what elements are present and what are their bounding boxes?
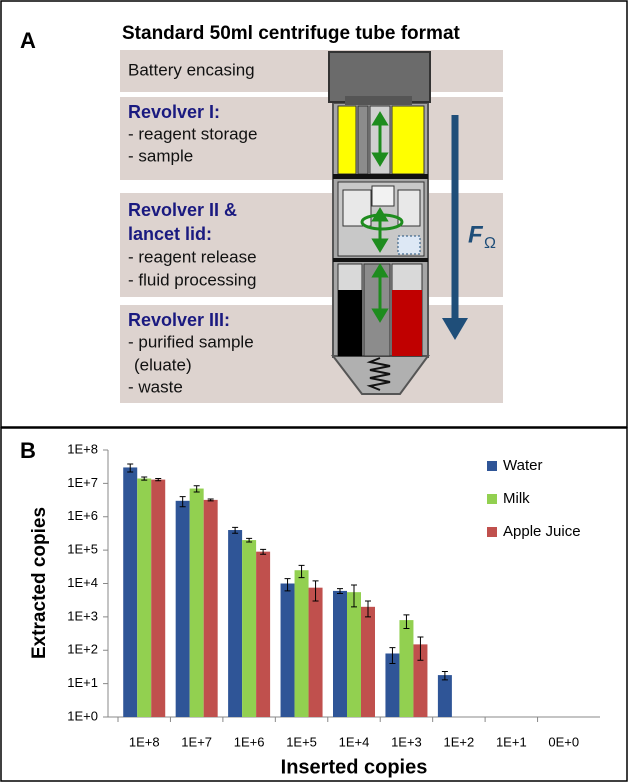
tube-drawing — [329, 52, 430, 394]
bar — [347, 592, 361, 717]
y-tick-label: 1E+8 — [67, 441, 98, 456]
x-tick-label: 1E+6 — [234, 734, 265, 749]
bar — [399, 620, 413, 717]
filter — [398, 236, 420, 254]
force-symbol: F — [468, 221, 484, 248]
tube-neck — [345, 96, 412, 105]
bar — [333, 591, 347, 717]
y-tick-label: 1E+0 — [67, 708, 98, 723]
legend-label: Water — [503, 457, 542, 474]
reagent-chamber — [338, 106, 356, 174]
bar — [438, 675, 452, 717]
bar — [361, 607, 375, 717]
bar — [281, 584, 295, 718]
section-item: - reagent release — [128, 247, 257, 266]
y-tick-label: 1E+1 — [67, 675, 98, 690]
force-subscript: Ω — [484, 235, 496, 252]
bar — [123, 467, 137, 717]
y-tick-label: 1E+7 — [67, 475, 98, 490]
eluate-chamber — [392, 290, 422, 356]
separator — [333, 258, 428, 262]
x-tick-label: 1E+3 — [391, 734, 422, 749]
bar — [242, 540, 256, 717]
legend-swatch — [487, 527, 497, 537]
section-item: - sample — [128, 146, 193, 165]
tube-cap — [329, 52, 430, 102]
y-axis-title: Extracted copies — [29, 507, 50, 659]
bar — [204, 500, 218, 717]
bar — [228, 530, 242, 717]
lid-part — [343, 190, 371, 226]
y-tick-label: 1E+2 — [67, 642, 98, 657]
y-tick-label: 1E+6 — [67, 508, 98, 523]
section-item: (eluate) — [134, 355, 192, 374]
figure: A Standard 50ml centrifuge tube format B… — [0, 0, 628, 783]
legend-label: Milk — [503, 490, 530, 507]
legend-label: Apple Juice — [503, 523, 581, 540]
y-tick-label: 1E+5 — [67, 542, 98, 557]
section-heading: Revolver III: — [128, 310, 230, 330]
battery-label: Battery encasing — [128, 60, 255, 79]
bar — [190, 489, 204, 717]
bar — [256, 552, 270, 717]
lid-part — [372, 186, 394, 206]
section-heading: Revolver I: — [128, 102, 220, 122]
waste-chamber — [338, 290, 362, 356]
section-heading: lancet lid: — [128, 224, 212, 244]
bar — [176, 501, 190, 717]
x-tick-label: 1E+5 — [286, 734, 317, 749]
panel-label: A — [20, 28, 36, 53]
x-tick-label: 0E+0 — [548, 734, 579, 749]
y-tick-label: 1E+3 — [67, 608, 98, 623]
separator — [333, 174, 428, 179]
legend-swatch — [487, 461, 497, 471]
x-tick-label: 1E+4 — [339, 734, 370, 749]
panel-label: B — [20, 438, 36, 463]
x-tick-label: 1E+2 — [444, 734, 475, 749]
reagent-chamber — [392, 106, 424, 174]
x-tick-label: 1E+8 — [129, 734, 160, 749]
x-tick-label: 1E+1 — [496, 734, 527, 749]
panel-title: Standard 50ml centrifuge tube format — [122, 23, 461, 44]
x-axis-title: Inserted copies — [281, 756, 428, 778]
x-tick-label: 1E+7 — [181, 734, 212, 749]
rod — [358, 106, 368, 174]
section-item: - purified sample — [128, 332, 254, 351]
section-item: - waste — [128, 377, 183, 396]
bar — [309, 588, 323, 717]
legend-swatch — [487, 494, 497, 504]
section-item: - reagent storage — [128, 124, 257, 143]
y-tick-label: 1E+4 — [67, 575, 98, 590]
bar — [151, 480, 165, 717]
bar — [137, 478, 151, 717]
section-heading: Revolver II & — [128, 200, 237, 220]
bar — [295, 570, 309, 717]
section-item: - fluid processing — [128, 270, 257, 289]
